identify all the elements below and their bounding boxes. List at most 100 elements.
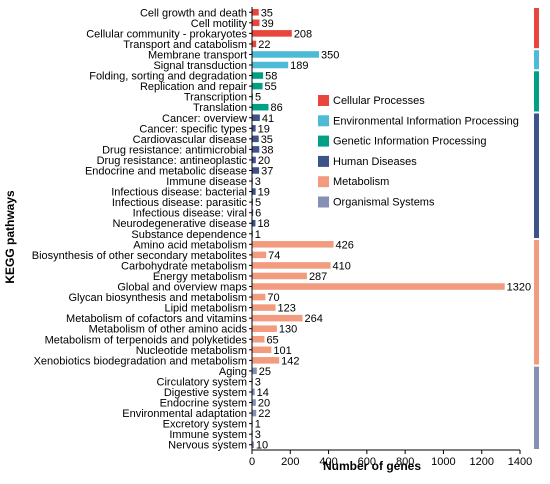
- category-label: Neurodegenerative disease: [112, 218, 247, 230]
- legend-label: Organismal Systems: [333, 197, 435, 209]
- value-label: 41: [262, 113, 274, 125]
- category-label: Translation: [193, 102, 247, 114]
- bar-transport-and-catabolism: [252, 40, 257, 48]
- value-label: 5: [255, 197, 261, 209]
- category-label: Drug resistance: antimicrobial: [102, 144, 247, 156]
- category-label: Amino acid metabolism: [133, 239, 247, 251]
- category-label: Global and overview maps: [117, 282, 247, 294]
- value-label: 22: [258, 408, 270, 420]
- category-label: Folding, sorting and degradation: [89, 71, 247, 83]
- category-label: Cell motility: [191, 18, 248, 30]
- value-label: 130: [279, 324, 297, 336]
- bar-metabolism-of-terpenoids-and-polyketides: [252, 335, 265, 343]
- bar-replication-and-repair: [252, 82, 263, 90]
- value-label: 74: [268, 250, 280, 262]
- category-label: Cell growth and death: [140, 7, 247, 19]
- category-label: Signal transduction: [153, 60, 247, 72]
- value-label: 3: [255, 429, 261, 441]
- bars-layer: [252, 9, 505, 448]
- bar-translation: [252, 103, 269, 111]
- x-tick-label: 0: [249, 456, 255, 468]
- legend-swatch-cellular-processes: [318, 95, 329, 106]
- group-bar-metabolism: [534, 240, 539, 365]
- bar-cancer-specific-types: [252, 125, 256, 132]
- bar-metabolism-of-cofactors-and-vitamins: [252, 314, 303, 322]
- value-label: 1320: [507, 282, 531, 294]
- category-label: Excretory system: [163, 419, 247, 431]
- value-label: 25: [259, 366, 271, 378]
- value-label: 123: [278, 303, 296, 315]
- category-label: Endocrine and metabolic disease: [85, 165, 247, 177]
- bar-amino-acid-metabolism: [252, 241, 334, 248]
- value-label: 65: [266, 334, 278, 346]
- legend-swatch-metabolism: [318, 176, 329, 188]
- bar-neurodegenerative-disease: [252, 219, 256, 227]
- value-label: 19: [258, 123, 270, 135]
- value-label: 14: [257, 387, 269, 399]
- value-label: 70: [267, 292, 279, 304]
- category-label: Endocrine system: [160, 398, 247, 410]
- value-label: 18: [257, 218, 269, 230]
- group-bar-environmental-information-processing: [534, 50, 539, 70]
- bar-glycan-biosynthesis-and-metabolism: [252, 293, 266, 301]
- category-label: Infectious disease: viral: [133, 208, 247, 220]
- y-axis-title: KEGG pathways: [3, 190, 17, 284]
- category-label: Xenobiotics biodegradation and metabolis…: [34, 355, 247, 367]
- x-tick-label: 400: [319, 456, 337, 468]
- category-label: Nucleotide metabolism: [136, 345, 247, 357]
- value-label: 35: [261, 134, 273, 146]
- value-label: 35: [261, 7, 273, 19]
- bar-infectious-disease-viral: [252, 209, 254, 216]
- legend-label: Human Diseases: [333, 156, 417, 168]
- bar-infectious-disease-bacterial: [252, 188, 256, 195]
- legend-swatch-genetic-information-processing: [318, 135, 329, 147]
- value-label: 410: [332, 260, 350, 272]
- category-label: Infectious disease: parasitic: [112, 197, 248, 209]
- category-label: Nervous system: [168, 440, 247, 452]
- category-label: Lipid metabolism: [164, 303, 247, 315]
- bar-folding-sorting-and-degradation: [252, 72, 264, 79]
- category-label: Biosynthesis of other secondary metaboli…: [32, 250, 248, 262]
- bar-metabolism-of-other-amino-acids: [252, 325, 277, 332]
- bar-energy-metabolism: [252, 272, 307, 280]
- group-bar-organismal-systems: [534, 366, 539, 449]
- category-label: Metabolism of cofactors and vitamins: [66, 313, 247, 325]
- value-labels-layer: 3539208223501895855586411935382037319561…: [255, 7, 531, 451]
- x-tick-label: 600: [358, 456, 376, 468]
- category-label: Transport and catabolism: [123, 39, 247, 51]
- group-bar-genetic-information-processing: [534, 71, 539, 112]
- legend-label: Genetic Information Processing: [333, 136, 486, 148]
- category-label: Membrane transport: [148, 49, 247, 61]
- bar-cancer-overview: [252, 114, 260, 122]
- category-label: Circulatory system: [157, 376, 247, 388]
- value-label: 10: [256, 440, 268, 452]
- value-label: 86: [270, 102, 282, 114]
- value-label: 58: [265, 71, 277, 83]
- value-label: 208: [294, 28, 312, 40]
- value-label: 142: [281, 355, 299, 367]
- bar-aging: [252, 367, 257, 375]
- x-tick-label: 800: [396, 456, 414, 468]
- category-label: Immune system: [169, 429, 247, 441]
- bar-cardiovascular-disease: [252, 135, 259, 143]
- group-indicator-bars: [534, 8, 539, 449]
- category-label: Cancer: specific types: [139, 123, 247, 135]
- bar-drug-resistance-antineoplastic: [252, 156, 256, 164]
- bar-biosynthesis-of-other-secondary-metabolites: [252, 251, 267, 259]
- x-tick-label: 1200: [469, 456, 493, 468]
- bar-carbohydrate-metabolism: [252, 262, 331, 269]
- category-label: Energy metabolism: [153, 271, 247, 283]
- bar-xenobiotics-biodegradation-and-metabolism: [252, 357, 280, 364]
- category-label: Cellular community - prokaryotes: [86, 28, 247, 40]
- category-label: Aging: [219, 366, 247, 378]
- value-label: 5: [255, 92, 261, 104]
- bar-endocrine-and-metabolic-disease: [252, 167, 260, 174]
- bar-nucleotide-metabolism: [252, 346, 272, 354]
- bar-digestive-system: [252, 388, 255, 396]
- category-label: Cancer: overview: [162, 113, 247, 125]
- category-label: Infectious disease: bacterial: [111, 187, 247, 199]
- value-label: 101: [273, 345, 291, 357]
- category-label: Cardiovascular disease: [133, 134, 247, 146]
